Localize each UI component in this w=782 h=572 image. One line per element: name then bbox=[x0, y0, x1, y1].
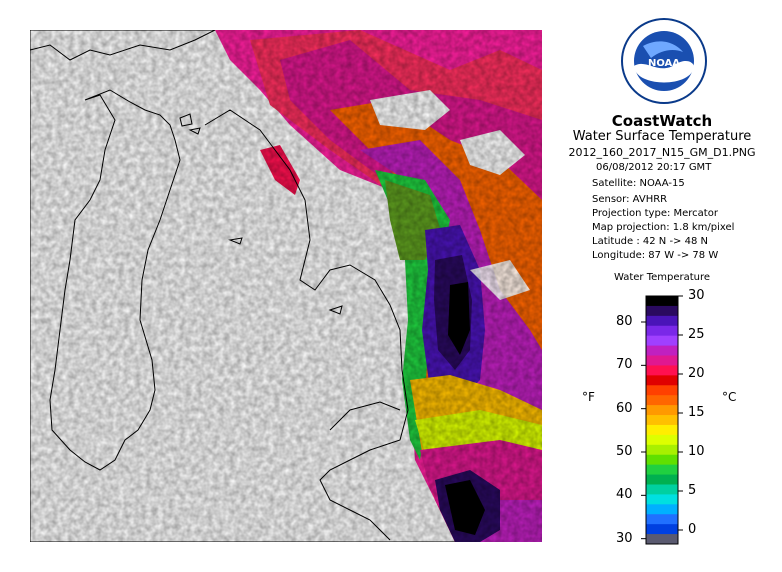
celsius-tick-label: 20 bbox=[688, 366, 705, 381]
celsius-tick-label: 15 bbox=[688, 405, 705, 420]
fahrenheit-unit: °F bbox=[582, 390, 595, 404]
colorbar-swatch bbox=[646, 296, 678, 307]
product-subtitle: Water Surface Temperature bbox=[572, 129, 752, 144]
colorbar-swatch bbox=[646, 305, 678, 317]
colorbar-swatch bbox=[646, 365, 678, 376]
colorbar-swatch bbox=[646, 474, 678, 485]
colorbar-swatch bbox=[646, 494, 678, 505]
colorbar-swatch bbox=[646, 385, 678, 396]
fahrenheit-tick-label: 70 bbox=[616, 357, 633, 373]
temperature-colorbar bbox=[600, 292, 710, 558]
fahrenheit-tick-label: 30 bbox=[616, 530, 633, 546]
fahrenheit-tick-label: 60 bbox=[616, 400, 633, 416]
colorbar-swatch bbox=[646, 464, 678, 476]
celsius-tick-label: 25 bbox=[688, 327, 705, 342]
lower-peninsula-shore bbox=[204, 109, 409, 541]
colorbar-swatch bbox=[646, 514, 678, 525]
temperature-map[interactable] bbox=[30, 30, 542, 542]
fahrenheit-tick-label: 80 bbox=[616, 314, 633, 329]
colorbar-swatch bbox=[646, 434, 678, 446]
colorbar-swatch bbox=[646, 325, 678, 337]
noaa-emblem-icon: NOAA bbox=[621, 18, 707, 104]
meta-map-projection: Map projection: 1.8 km/pixel bbox=[592, 222, 735, 233]
colorbar-swatch bbox=[646, 524, 678, 535]
scale-title: Water Temperature bbox=[613, 272, 711, 283]
celsius-tick-label: 30 bbox=[688, 288, 705, 303]
lake-huron-temperature bbox=[30, 30, 542, 542]
meta-datetime: 06/08/2012 20:17 GMT bbox=[596, 162, 712, 173]
colorbar-swatch bbox=[646, 484, 678, 495]
meta-projection-type: Projection type: Mercator bbox=[592, 208, 718, 219]
meta-sensor: Sensor: AVHRR bbox=[592, 194, 668, 205]
upper-peninsula-shore bbox=[30, 30, 216, 61]
celsius-tick-label: 10 bbox=[688, 444, 705, 459]
meta-satellite: Satellite: NOAA-15 bbox=[592, 178, 685, 189]
fahrenheit-tick-label: 40 bbox=[616, 487, 633, 503]
colorbar-swatch bbox=[646, 444, 678, 456]
celsius-tick-label: 0 bbox=[688, 522, 697, 537]
celsius-tick-label: 5 bbox=[688, 483, 697, 498]
svg-text:NOAA: NOAA bbox=[648, 58, 680, 69]
colorbar-swatch bbox=[646, 355, 678, 366]
colorbar-swatch bbox=[646, 415, 678, 426]
fahrenheit-tick-label: 50 bbox=[616, 444, 633, 459]
file-name: 2012_160_2017_N15_GM_D1.PNG bbox=[568, 146, 756, 159]
colorbar-swatch bbox=[646, 345, 678, 357]
colorbar-swatch bbox=[646, 424, 678, 436]
colorbar-swatch bbox=[646, 375, 678, 386]
colorbar-frame bbox=[645, 295, 679, 545]
colorbar-swatch bbox=[646, 454, 678, 466]
colorbar-swatch bbox=[646, 405, 678, 416]
saginaw-bay bbox=[329, 401, 401, 431]
brand-title: CoastWatch bbox=[611, 112, 713, 130]
lake-michigan-shore bbox=[49, 89, 181, 471]
colorbar-swatch bbox=[646, 315, 678, 327]
colorbar-swatch bbox=[646, 395, 678, 406]
coastlines bbox=[30, 30, 409, 541]
colorbar-swatch bbox=[646, 504, 678, 515]
meta-latitude: Latitude : 42 N -> 48 N bbox=[592, 236, 708, 247]
noaa-logo: NOAA bbox=[621, 18, 707, 108]
meta-longitude: Longitude: 87 W -> 78 W bbox=[592, 250, 719, 261]
celsius-unit: °C bbox=[722, 390, 737, 404]
colorbar-swatch bbox=[646, 534, 678, 545]
colorbar-swatch bbox=[646, 335, 678, 347]
map-canvas bbox=[30, 30, 542, 542]
